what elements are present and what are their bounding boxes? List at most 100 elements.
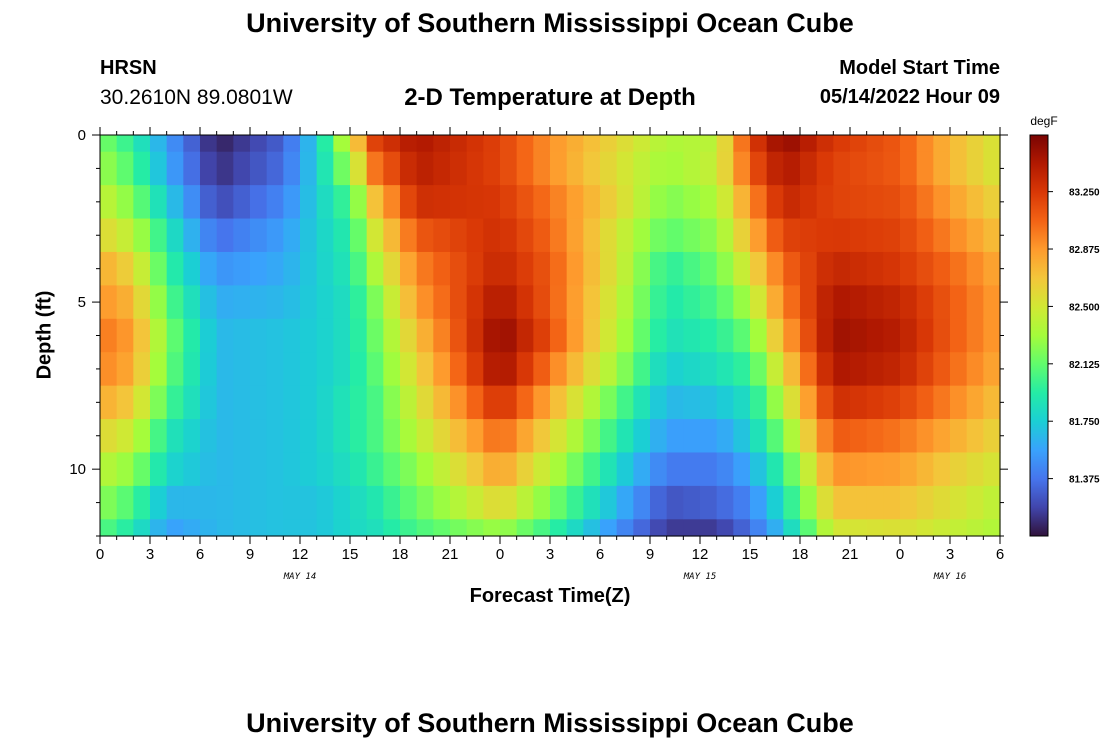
heatmap-cell <box>166 285 184 320</box>
heatmap-cell <box>200 151 218 186</box>
station-name: HRSN <box>100 57 157 79</box>
colorbar: degF 83.250 82.875 82.500 82.125 81.750 81.37… <box>1029 114 1100 537</box>
heatmap-cell <box>500 185 518 220</box>
heatmap-cell <box>833 218 851 253</box>
heatmap-cell <box>400 485 418 520</box>
heatmap-cell <box>416 135 434 153</box>
colorbar-tick-label: 82.875 <box>1069 245 1100 256</box>
heatmap-cell <box>450 285 468 320</box>
heatmap-cell <box>333 151 351 186</box>
heatmap-cell <box>616 218 634 253</box>
heatmap-cell <box>200 218 218 253</box>
heatmap-cell <box>666 385 684 420</box>
x-tick-label: 6 <box>996 546 1004 563</box>
heatmap-cell <box>216 218 234 253</box>
heatmap-cell <box>783 251 801 286</box>
heatmap-cell <box>633 318 651 353</box>
heatmap-cell <box>366 352 384 387</box>
heatmap-cell <box>450 519 468 537</box>
heatmap-cell <box>600 419 618 454</box>
heatmap-cell <box>750 419 768 454</box>
heatmap-cell <box>400 218 418 253</box>
heatmap-cell <box>700 318 718 353</box>
heatmap-cell <box>483 485 501 520</box>
heatmap-cell <box>850 519 868 537</box>
heatmap-cell <box>850 135 868 153</box>
heatmap-cell <box>550 318 568 353</box>
heatmap-cell <box>183 485 201 520</box>
heatmap-cell <box>583 251 601 286</box>
heatmap-cell <box>916 218 934 253</box>
heatmap-cell <box>266 318 284 353</box>
heatmap-cell <box>483 519 501 537</box>
heatmap-cell <box>533 352 551 387</box>
heatmap-cell <box>500 485 518 520</box>
heatmap-cell <box>116 251 134 286</box>
heatmap-cell <box>266 419 284 454</box>
heatmap-cell <box>716 151 734 186</box>
x-tick-label: 0 <box>96 546 104 563</box>
heatmap-cell <box>250 419 268 454</box>
heatmap-cell <box>483 285 501 320</box>
heatmap-cell <box>583 135 601 153</box>
heatmap-cell <box>933 285 951 320</box>
heatmap-cell <box>350 185 368 220</box>
heatmap-cell <box>383 251 401 286</box>
heatmap-cell <box>316 385 334 420</box>
heatmap-cell <box>833 519 851 537</box>
heatmap-cell <box>316 151 334 186</box>
heatmap-cell <box>366 452 384 487</box>
heatmap-cell <box>966 452 984 487</box>
heatmap-cell <box>866 285 884 320</box>
heatmap-cell <box>700 485 718 520</box>
heatmap-cell <box>550 485 568 520</box>
heatmap-cell <box>883 218 901 253</box>
heatmap-cell <box>183 185 201 220</box>
heatmap-cell <box>616 151 634 186</box>
heatmap-cell <box>683 151 701 186</box>
heatmap-cell <box>183 419 201 454</box>
heatmap-cell <box>483 419 501 454</box>
heatmap-cell <box>300 452 318 487</box>
heatmap-cell <box>966 251 984 286</box>
heatmap-cell <box>883 318 901 353</box>
heatmap-cell <box>450 151 468 186</box>
heatmap-cell <box>816 485 834 520</box>
heatmap-cell <box>350 251 368 286</box>
heatmap-cell <box>716 519 734 537</box>
heatmap-cell <box>600 218 618 253</box>
heatmap-cell <box>183 318 201 353</box>
heatmap-cell <box>616 385 634 420</box>
heatmap-cell <box>816 519 834 537</box>
heatmap-cell <box>416 485 434 520</box>
heatmap-cell <box>316 185 334 220</box>
heatmap-cell <box>133 419 151 454</box>
heatmap-cell <box>616 452 634 487</box>
heatmap-cell <box>300 519 318 537</box>
heatmap-cell <box>850 318 868 353</box>
heatmap-cell <box>600 385 618 420</box>
heatmap-cell <box>100 485 118 520</box>
heatmap-cell <box>733 519 751 537</box>
x-tick-label: 9 <box>646 546 654 563</box>
heatmap-cell <box>483 385 501 420</box>
heatmap-cell <box>583 419 601 454</box>
heatmap-cell <box>350 218 368 253</box>
heatmap-cell <box>816 218 834 253</box>
heatmap-cell <box>833 485 851 520</box>
heatmap-cell <box>466 218 484 253</box>
heatmap-cell <box>450 419 468 454</box>
day-label: MAY 16 <box>933 572 967 582</box>
heatmap-cell <box>233 452 251 487</box>
footer-title: University of Southern Mississippi Ocean… <box>246 708 854 738</box>
heatmap-cell <box>250 185 268 220</box>
heatmap-cell <box>566 385 584 420</box>
heatmap-cell <box>950 385 968 420</box>
heatmap-cell <box>883 352 901 387</box>
heatmap-cell <box>150 318 168 353</box>
heatmap-cell <box>316 452 334 487</box>
chart-title: University of Southern Mississippi Ocean… <box>246 8 854 38</box>
heatmap-cell <box>100 185 118 220</box>
heatmap-cell <box>866 185 884 220</box>
heatmap-cell <box>100 385 118 420</box>
